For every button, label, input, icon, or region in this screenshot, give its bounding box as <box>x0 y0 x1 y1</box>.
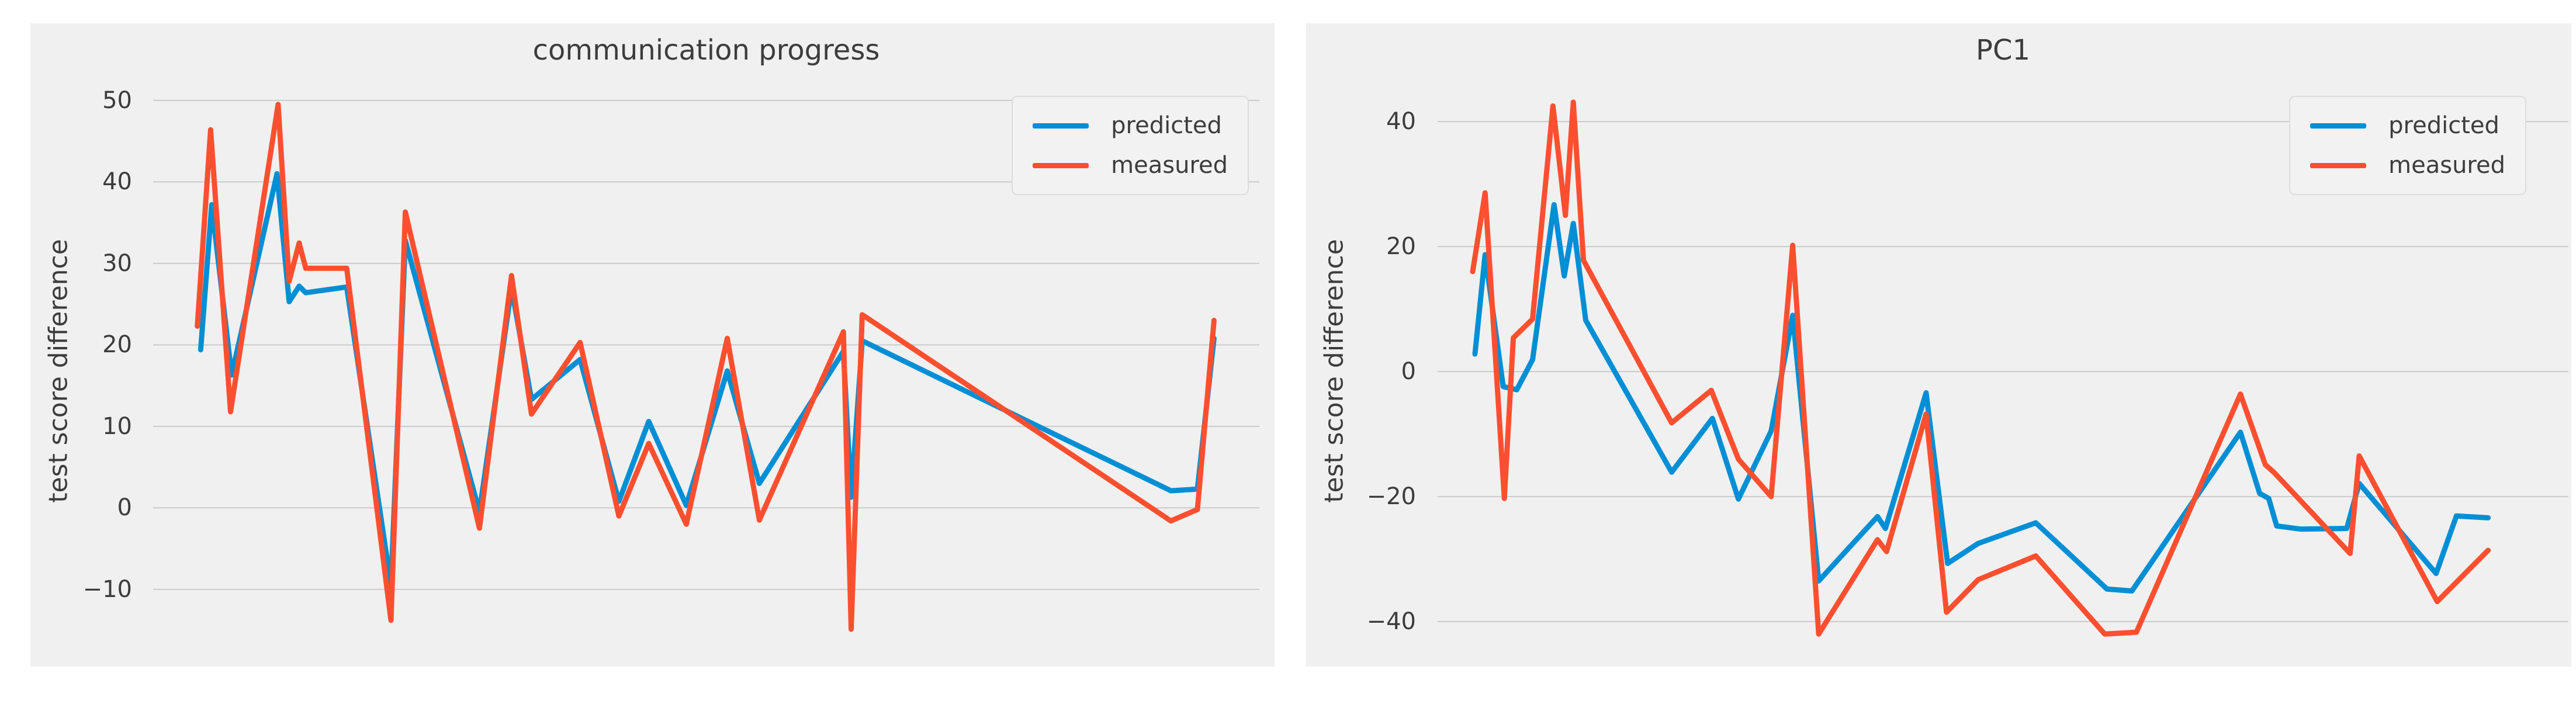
legend-entry-predicted: predicted <box>1033 112 1228 139</box>
legend-label: predicted <box>2388 112 2499 139</box>
y-tick-label: 30 <box>102 249 132 277</box>
y-tick-label: −40 <box>1366 608 1416 636</box>
y-tick-label: 10 <box>102 412 132 440</box>
y-axis-label: test score difference <box>43 239 74 503</box>
y-tick-label: 0 <box>117 494 132 522</box>
legend-entry-measured: measured <box>2310 152 2505 179</box>
y-tick-label: 0 <box>1401 358 1416 386</box>
y-tick-label: 20 <box>1386 233 1416 261</box>
legend-label: predicted <box>1111 112 1222 139</box>
series-line-measured <box>1470 99 2491 637</box>
y-tick-label: 20 <box>102 331 132 359</box>
legend-label: measured <box>1111 152 1228 179</box>
y-tick-label: 40 <box>1386 108 1416 136</box>
figure-pc1: PC1 test score difference 40 20 0 −20 −40 pr… <box>1306 23 2571 667</box>
legend-line-swatch-predicted-icon <box>2310 123 2367 129</box>
legend-line-swatch-predicted-icon <box>1033 123 1089 129</box>
legend-line-swatch-measured-icon <box>2310 162 2367 168</box>
figure-communication-progress: communication progress test score differ… <box>30 23 1275 667</box>
chart-title: PC1 <box>1976 34 2030 67</box>
series-line-measured <box>195 102 1217 632</box>
series-line-predicted <box>1472 202 2491 594</box>
legend-entry-measured: measured <box>1033 152 1228 179</box>
legend: predicted measured <box>2289 96 2526 195</box>
legend: predicted measured <box>1012 96 1249 195</box>
legend-entry-predicted: predicted <box>2310 112 2505 139</box>
series-line-predicted <box>198 171 1217 588</box>
plot-area <box>1438 99 2568 637</box>
y-tick-label: −20 <box>1366 483 1416 511</box>
legend-label: measured <box>2388 152 2505 179</box>
y-tick-label: −10 <box>82 575 132 603</box>
y-tick-label: 50 <box>102 86 132 114</box>
chart-title: communication progress <box>532 34 880 67</box>
legend-line-swatch-measured-icon <box>1033 162 1089 168</box>
y-tick-label: 40 <box>102 168 132 196</box>
